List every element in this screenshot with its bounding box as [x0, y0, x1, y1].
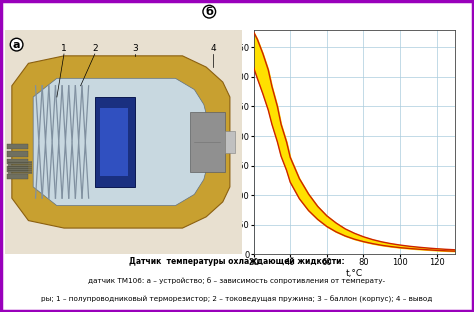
Text: датчик ТМ106: а – устройство; б – зависимость сопротивления от температу-: датчик ТМ106: а – устройство; б – зависи…	[89, 277, 385, 284]
Polygon shape	[190, 112, 225, 172]
Text: а: а	[13, 40, 20, 50]
Polygon shape	[12, 56, 230, 228]
Bar	[7, 174, 28, 179]
Polygon shape	[100, 108, 128, 176]
Text: 2: 2	[92, 44, 98, 53]
Text: б: б	[205, 7, 213, 17]
Text: 3: 3	[132, 44, 138, 53]
Text: 4: 4	[210, 44, 216, 53]
Text: ры; 1 – полупроводниковый терморезистор; 2 – токоведущая пружина; 3 – баллон (ко: ры; 1 – полупроводниковый терморезистор;…	[41, 296, 433, 303]
Polygon shape	[33, 78, 209, 206]
Text: Датчик  температуры охлаждающей жидкости:: Датчик температуры охлаждающей жидкости:	[129, 257, 345, 266]
Bar	[7, 166, 28, 172]
Bar	[225, 131, 235, 153]
Y-axis label: R, Ом: R, Ом	[217, 129, 226, 155]
Bar	[7, 159, 28, 164]
Bar	[7, 151, 28, 157]
Text: 1: 1	[61, 44, 67, 53]
X-axis label: t,°C: t,°C	[346, 269, 363, 278]
Bar	[7, 144, 28, 149]
Polygon shape	[95, 97, 135, 187]
